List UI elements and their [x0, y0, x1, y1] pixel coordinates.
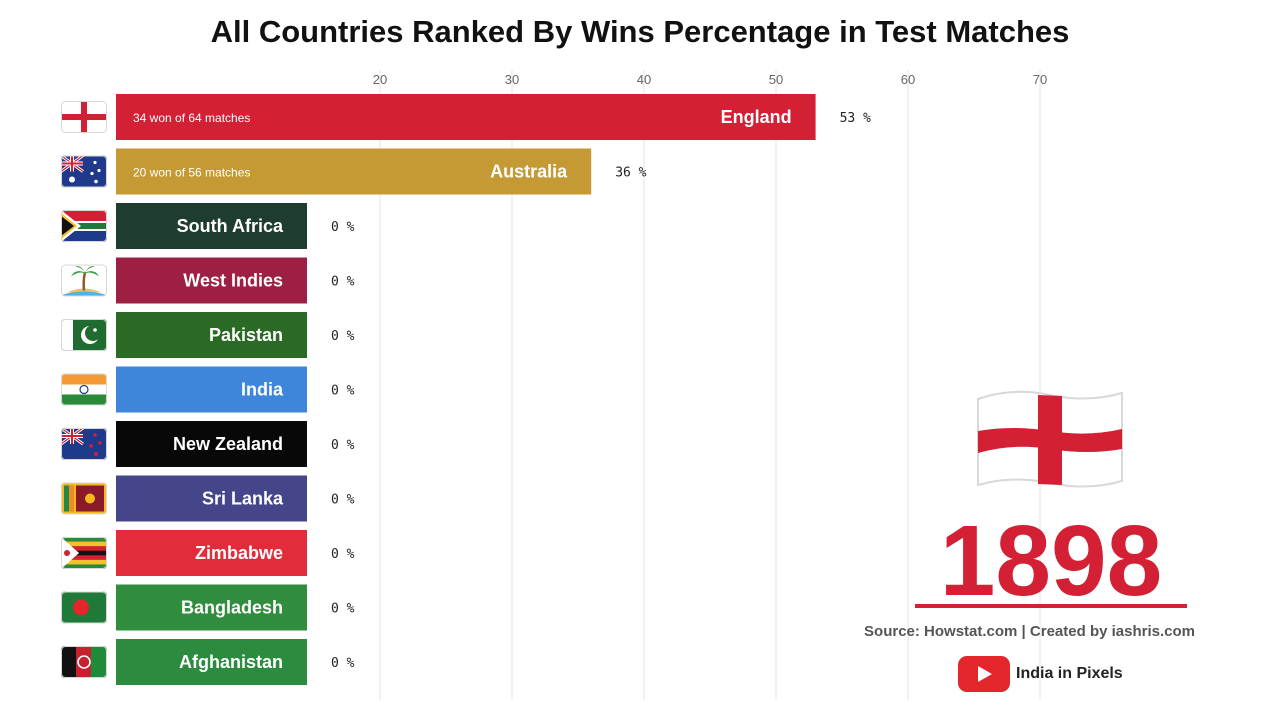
- bangladesh-flag-icon: [61, 591, 107, 624]
- bar-value-label: 0 %: [331, 220, 355, 235]
- chart-row: India 0 %: [61, 366, 355, 413]
- chart-row: Bangladesh 0 %: [61, 584, 355, 631]
- chart-row: West Indies 0 %: [61, 257, 355, 304]
- bar-country-label: Bangladesh: [181, 598, 283, 618]
- bar-country-label: South Africa: [177, 216, 284, 236]
- x-tick-label: 60: [901, 72, 915, 87]
- bar: [116, 475, 307, 522]
- bar: [116, 148, 592, 195]
- bar-country-label: England: [721, 107, 792, 127]
- bar-value-label: 0 %: [331, 384, 355, 399]
- west-indies-island-icon: [61, 264, 107, 297]
- bar-country-label: New Zealand: [173, 434, 283, 454]
- pakistan-flag-icon: [61, 319, 107, 351]
- chart-row: South Africa 0 %: [61, 203, 355, 249]
- bar-detail-label: 20 won of 56 matches: [133, 166, 250, 180]
- x-tick-label: 50: [769, 72, 783, 87]
- south-africa-flag-icon: [61, 210, 107, 242]
- x-tick-label: 70: [1033, 72, 1047, 87]
- bar-country-label: West Indies: [183, 271, 283, 291]
- bar-country-label: India: [241, 380, 284, 400]
- bar-value-label: 0 %: [331, 438, 355, 453]
- bar: [116, 584, 307, 631]
- chart-rows: England 34 won of 64 matches 53 % Australia…: [61, 94, 871, 685]
- new-zealand-flag-icon: [61, 428, 107, 460]
- x-tick-label: 20: [373, 72, 387, 87]
- bar-country-label: Afghanistan: [179, 652, 283, 672]
- bar-detail-label: 34 won of 64 matches: [133, 111, 250, 125]
- bar: [116, 203, 307, 249]
- bar: [116, 421, 307, 467]
- bar-value-label: 0 %: [331, 493, 355, 508]
- bar: [116, 94, 816, 140]
- chart-row: Pakistan 0 %: [61, 312, 355, 358]
- bar-value-label: 0 %: [331, 329, 355, 344]
- chart-row: New Zealand 0 %: [61, 421, 355, 467]
- bar: [116, 530, 307, 576]
- chart-row: Australia 20 won of 56 matches 36 %: [61, 148, 647, 195]
- chart-row: Afghanistan 0 %: [61, 639, 355, 685]
- chart-title: All Countries Ranked By Wins Percentage …: [210, 14, 1070, 49]
- year-underline: [915, 604, 1187, 608]
- bar-value-label: 0 %: [331, 275, 355, 290]
- bar-value-label: 36 %: [615, 166, 646, 181]
- year-label: 1898: [939, 505, 1163, 617]
- bar-country-label: Zimbabwe: [195, 543, 283, 563]
- youtube-play-icon: [958, 656, 1010, 692]
- channel-name: India in Pixels: [1016, 665, 1123, 682]
- bar: [116, 312, 307, 358]
- chart-row: Zimbabwe 0 %: [61, 530, 355, 576]
- x-tick-label: 30: [505, 72, 519, 87]
- afghanistan-flag-icon: [61, 646, 107, 678]
- channel-brand[interactable]: India in Pixels: [958, 656, 1123, 692]
- zimbabwe-flag-icon: [61, 537, 107, 569]
- bar: [116, 257, 307, 304]
- bar-country-label: Sri Lanka: [202, 489, 284, 509]
- x-tick-label: 40: [637, 72, 651, 87]
- india-flag-icon: [61, 373, 107, 406]
- bar: [116, 639, 307, 685]
- chart-row: England 34 won of 64 matches 53 %: [61, 94, 871, 140]
- bar-country-label: Australia: [490, 162, 568, 182]
- england-flag-icon: [61, 101, 107, 133]
- bar-country-label: Pakistan: [209, 325, 283, 345]
- england-flag-icon: [977, 390, 1123, 488]
- bar-value-label: 0 %: [331, 656, 355, 671]
- bar-value-label: 0 %: [331, 547, 355, 562]
- x-axis-ticks: 20 30 40 50 60 70: [373, 72, 1047, 87]
- bar: [116, 366, 307, 413]
- source-credit: Source: Howstat.com | Created by iashris…: [864, 623, 1195, 640]
- sri-lanka-flag-icon: [61, 482, 107, 515]
- bar-value-label: 53 %: [840, 111, 871, 126]
- australia-flag-icon: [61, 155, 107, 188]
- chart-row: Sri Lanka 0 %: [61, 475, 355, 522]
- bar-value-label: 0 %: [331, 602, 355, 617]
